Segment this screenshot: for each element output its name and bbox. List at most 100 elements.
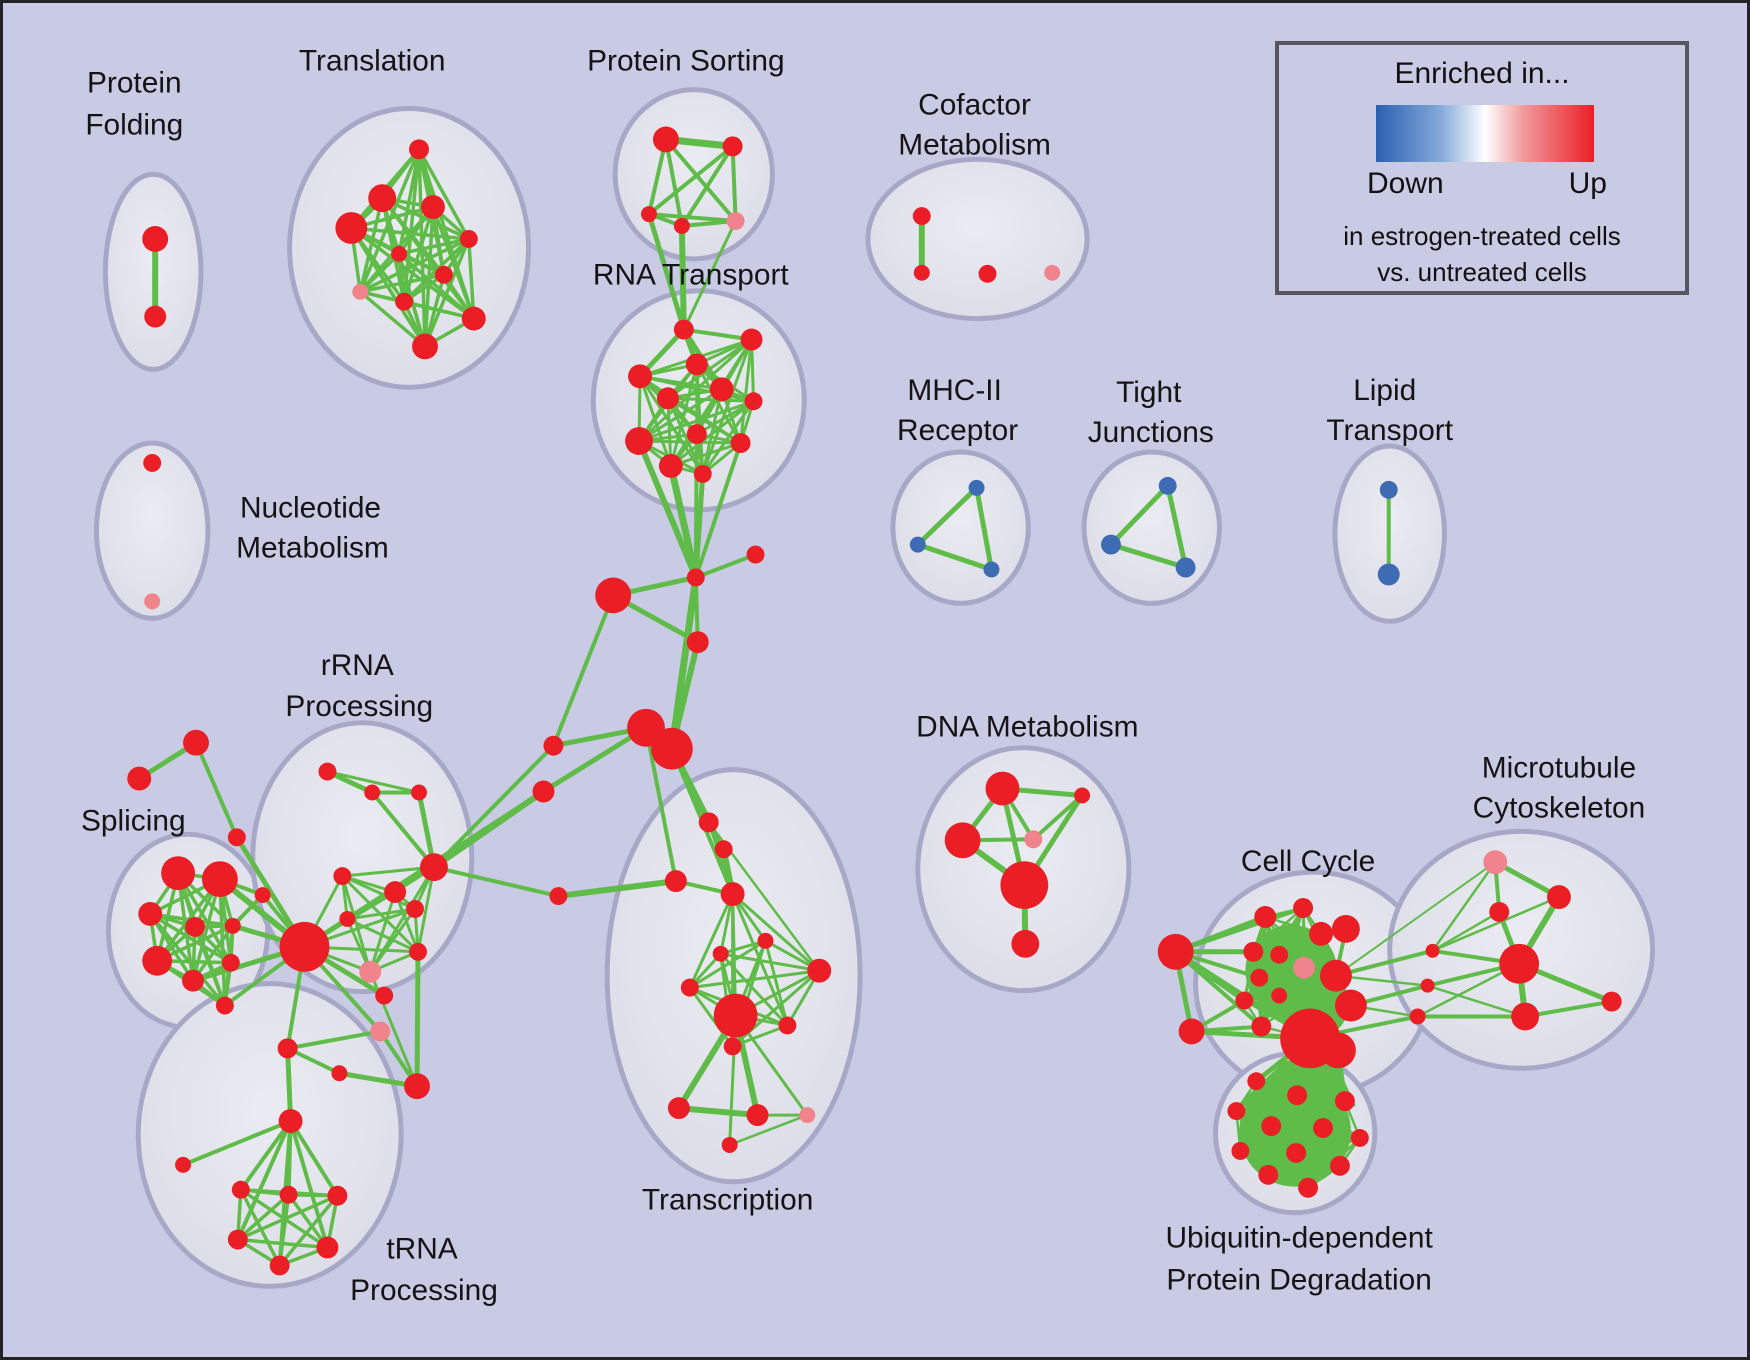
node-t3: [335, 212, 368, 244]
edge: [417, 147, 471, 241]
node-u8: [1231, 1141, 1250, 1160]
node-r6: [709, 377, 734, 402]
edge: [974, 485, 994, 572]
node-n1: [143, 454, 162, 472]
node-u10: [1329, 1155, 1350, 1176]
edge: [368, 890, 397, 974]
edge: [1333, 948, 1435, 978]
node-t6: [391, 245, 408, 262]
edge: [719, 952, 789, 1027]
node-b2: [650, 727, 693, 770]
node-s2: [722, 136, 743, 157]
node-r2: [740, 328, 763, 351]
node-rr12: [409, 942, 427, 961]
edge: [739, 338, 754, 445]
edge: [194, 740, 239, 840]
edge: [345, 907, 417, 921]
node-sp10: [182, 969, 204, 992]
edge: [1173, 905, 1306, 954]
node-mt2: [1547, 885, 1571, 909]
node-tn1: [231, 1180, 250, 1199]
cluster-label: Protein Degradation: [1166, 1263, 1432, 1296]
node-tn4: [227, 1229, 248, 1250]
edge: [1165, 483, 1189, 570]
node-d1: [985, 771, 1020, 806]
node-mt3: [1489, 902, 1510, 922]
cluster-ellipse-mhc-ii-receptor: [890, 449, 1031, 606]
node-cc9: [1293, 956, 1316, 979]
edge: [191, 924, 235, 983]
edge: [1243, 966, 1306, 1002]
edge: [728, 1113, 809, 1147]
cluster-label: MHC-II: [907, 374, 1002, 407]
node-r1: [673, 319, 694, 340]
node-sp7: [185, 916, 205, 937]
cluster-label: Cell Cycle: [1241, 845, 1375, 878]
edge: [682, 219, 738, 332]
edge: [285, 1029, 383, 1051]
cluster-label: Lipid: [1353, 374, 1416, 407]
node-rr1: [318, 762, 337, 781]
node-u4: [1227, 1102, 1246, 1121]
edge: [1334, 861, 1497, 977]
edge: [688, 892, 735, 990]
cluster-label: Translation: [299, 45, 446, 78]
edge: [1258, 932, 1323, 979]
cluster-label: Protein Sorting: [587, 45, 785, 78]
edge: [181, 1119, 293, 1167]
edge: [336, 1070, 420, 1089]
edge: [1306, 1099, 1347, 1189]
node-r5: [656, 387, 679, 410]
cluster-label: Cofactor: [918, 89, 1031, 122]
node-d4: [1024, 830, 1043, 849]
edge: [646, 211, 687, 333]
cluster-label: Cytoskeleton: [1473, 791, 1646, 824]
edge: [325, 770, 421, 794]
edge: [915, 485, 980, 548]
node-u7: [1350, 1129, 1369, 1147]
edge: [414, 949, 421, 1089]
legend-caption-line1: in estrogen-treated cells: [1343, 221, 1621, 251]
node-sp13: [254, 887, 271, 904]
node-tr3: [720, 882, 745, 906]
edge: [397, 237, 471, 256]
cluster-label: DNA Metabolism: [916, 711, 1138, 744]
node-cn2: [543, 735, 564, 756]
edge: [666, 396, 756, 403]
edge: [667, 462, 700, 581]
edge: [681, 327, 754, 342]
edge: [638, 374, 756, 403]
legend-gradient-bar: [1376, 105, 1594, 162]
edge: [695, 399, 756, 436]
node-tn2: [279, 1185, 298, 1204]
node-u5: [1261, 1116, 1282, 1136]
node-cf4: [1044, 264, 1061, 281]
node-u9: [1286, 1142, 1307, 1163]
edge: [701, 387, 724, 476]
edge: [915, 542, 994, 572]
node-rr7: [406, 900, 424, 918]
cluster-label: Nucleotide: [240, 492, 381, 525]
node-r3: [685, 353, 708, 376]
node-tn3: [327, 1185, 348, 1206]
node-tn6: [269, 1255, 290, 1276]
cluster-label: RNA Transport: [593, 259, 790, 292]
edge: [1108, 542, 1189, 570]
edge: [285, 1045, 294, 1124]
cluster-label: Metabolism: [236, 532, 389, 565]
node-cc17: [1320, 1032, 1356, 1069]
node-x2: [1420, 978, 1435, 993]
edge: [1294, 1136, 1362, 1155]
node-cn1: [532, 780, 555, 803]
node-r10: [730, 433, 751, 454]
edge: [1235, 1109, 1310, 1189]
edge: [1235, 1099, 1347, 1113]
edge: [1269, 1124, 1342, 1168]
legend-title: Enriched in...: [1394, 57, 1570, 90]
edge: [551, 593, 616, 748]
edge: [277, 1193, 340, 1268]
node-t5: [459, 229, 478, 248]
edge: [1235, 1093, 1299, 1113]
node-t4: [421, 195, 445, 220]
